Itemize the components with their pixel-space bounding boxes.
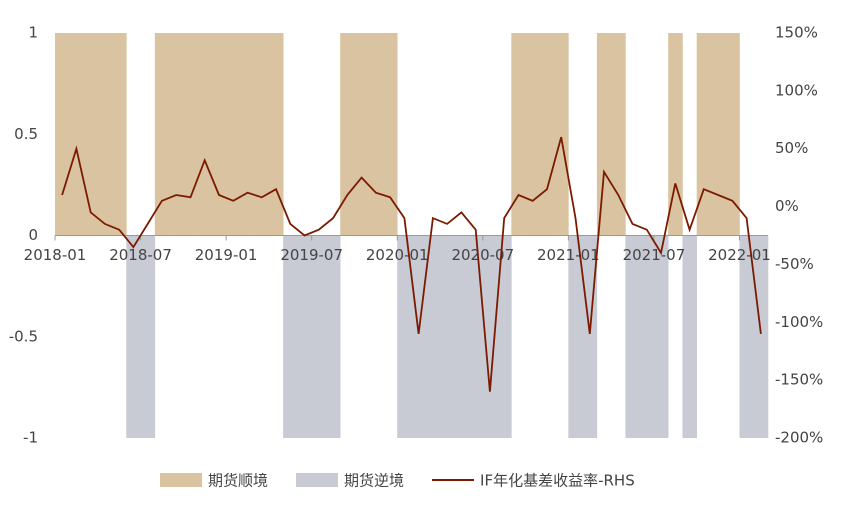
legend-label: 期货顺境	[208, 472, 268, 490]
regime-bar	[197, 33, 213, 236]
regime-bar	[354, 33, 370, 236]
regime-bar	[254, 33, 270, 236]
regime-bar	[425, 235, 441, 438]
legend-label: IF年化基差收益率-RHS	[480, 472, 635, 490]
legend-label: 期货逆境	[344, 472, 404, 490]
regime-bar	[140, 235, 156, 438]
x-tick-label: 2021-01	[537, 246, 600, 264]
regime-bar	[283, 235, 298, 438]
y-tick-label: 1	[28, 24, 38, 42]
regime-bar	[668, 33, 683, 236]
regime-bar	[625, 235, 640, 438]
regime-bar	[183, 33, 198, 236]
regime-bar	[710, 33, 726, 236]
x-tick-label: 2022-01	[708, 246, 771, 264]
regime-bar	[482, 235, 498, 438]
y2-tick-label: 50%	[775, 139, 808, 157]
regime-bar	[454, 235, 469, 438]
regime-bar	[497, 235, 512, 438]
regime-bar	[753, 235, 769, 438]
regime-bar	[268, 33, 284, 236]
regime-bar	[169, 33, 184, 236]
regime-bar	[154, 33, 170, 236]
regime-bar	[411, 235, 427, 438]
y-tick-label: 0.5	[14, 125, 38, 143]
regime-bar	[97, 33, 113, 236]
x-tick-label: 2020-07	[451, 246, 514, 264]
regime-bar	[297, 235, 312, 438]
x-tick-label: 2020-01	[366, 246, 429, 264]
regime-bar	[725, 33, 740, 236]
regime-bar	[511, 33, 526, 236]
regime-bar	[69, 33, 84, 236]
y2-tick-label: -100%	[775, 313, 823, 331]
regime-bar	[126, 235, 141, 438]
regime-bar	[340, 33, 355, 236]
y2-tick-label: 100%	[775, 81, 818, 99]
regime-bar	[568, 235, 583, 438]
y2-tick-label: 150%	[775, 24, 818, 42]
regime-bar	[397, 235, 412, 438]
regime-bar	[639, 235, 655, 438]
y2-tick-label: -50%	[775, 255, 814, 273]
regime-bar	[739, 235, 755, 438]
legend-swatch	[160, 473, 202, 487]
regime-bar	[440, 235, 455, 438]
regime-bar	[55, 33, 70, 236]
regime-bar	[653, 235, 669, 438]
y2-tick-label: -200%	[775, 429, 823, 447]
regime-bar	[468, 235, 484, 438]
regime-bar	[112, 33, 127, 236]
regime-bar	[596, 33, 612, 236]
legend-swatch	[296, 473, 339, 487]
regime-bar	[240, 33, 255, 236]
regime-bar	[368, 33, 384, 236]
regime-bar	[525, 33, 541, 236]
regime-bar	[211, 33, 227, 236]
regime-bar	[554, 33, 569, 236]
regime-bar	[382, 33, 398, 236]
regime-bar	[696, 33, 712, 236]
y-tick-label: 0	[28, 226, 38, 244]
regime-bar	[682, 235, 697, 438]
regime-bar	[325, 235, 341, 438]
y-tick-label: -0.5	[9, 327, 38, 345]
x-tick-label: 2018-01	[24, 246, 87, 264]
series-line	[61, 136, 762, 392]
y-tick-label: -1	[23, 429, 38, 447]
regime-bar	[83, 33, 99, 236]
regime-bar	[311, 235, 327, 438]
regime-bar	[611, 33, 626, 236]
x-tick-label: 2021-07	[623, 246, 686, 264]
x-tick-label: 2019-01	[195, 246, 258, 264]
regime-bar	[539, 33, 555, 236]
regime-bar	[226, 33, 241, 236]
y2-tick-label: -150%	[775, 371, 823, 389]
y2-tick-label: 0%	[775, 197, 799, 215]
x-tick-label: 2019-07	[280, 246, 343, 264]
x-tick-label: 2018-07	[109, 246, 172, 264]
